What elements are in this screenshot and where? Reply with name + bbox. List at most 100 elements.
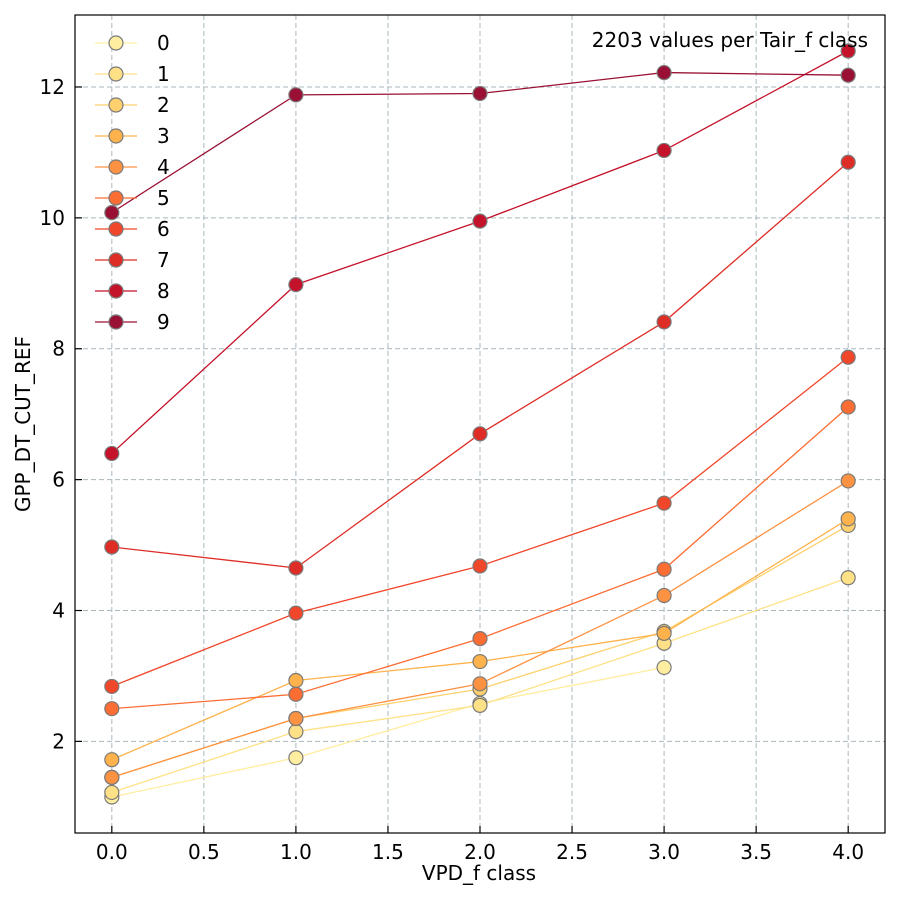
data-point [656,142,672,159]
series-6 [104,349,856,695]
legend-label: 2 [157,93,170,117]
legend-label: 8 [157,279,170,303]
series-4 [104,473,856,785]
data-point [656,659,672,676]
x-tick-label: 3.5 [740,840,772,864]
data-point [104,752,120,768]
data-point [840,570,856,586]
series-8 [104,43,856,462]
legend-marker [108,159,124,175]
series-layer [104,43,856,805]
legend-label: 4 [157,155,170,179]
legend-item: 7 [95,248,170,272]
data-point [288,605,304,621]
legend-marker [108,35,124,51]
legend-item: 8 [95,279,170,303]
data-point [840,154,856,170]
legend-item: 3 [95,124,170,148]
data-point [472,558,488,574]
data-point [288,277,304,293]
legend-item: 6 [95,217,170,241]
data-point [840,399,856,415]
data-point [656,587,672,604]
x-tick-label: 3.0 [648,840,680,864]
series-line [111,666,665,798]
series-1 [104,570,856,801]
legend-marker [108,66,124,82]
x-tick-label: 0.0 [96,840,128,864]
data-point [288,723,304,740]
x-tick-label: 2.5 [556,840,588,864]
x-tick-label: 4.0 [832,840,864,864]
legend-marker [108,221,124,237]
legend-label: 6 [157,217,170,241]
x-tick-label: 1.0 [280,840,312,864]
legend-item: 5 [95,186,170,210]
data-point [104,678,120,695]
y-tick-label: 8 [52,337,65,361]
data-point [288,672,304,689]
data-point [656,625,672,642]
legend-label: 9 [157,310,170,334]
axis-ticks: 0.0 0.5 1.0 1.5 2.0 2.5 3.0 3.5 4.0 2 4 6 8 10 12 [40,75,865,864]
data-point [472,213,488,229]
data-point [472,631,488,647]
legend-label: 3 [157,124,170,148]
data-point [104,769,120,785]
y-tick-label: 10 [40,206,65,230]
data-point [104,539,120,555]
series-3 [104,511,856,768]
legend-item: 0 [95,31,170,55]
data-point [472,697,488,713]
legend-item: 9 [95,310,170,334]
data-point [840,511,856,527]
legend-marker [108,252,124,268]
legend-label: 1 [157,62,170,86]
data-point [472,676,488,692]
data-point [104,784,120,801]
series-9 [104,64,856,221]
x-tick-label: 2.0 [464,840,496,864]
data-point [288,560,304,576]
data-point [656,64,672,81]
legend-item: 4 [95,155,170,179]
data-point [104,701,120,717]
legend-marker [108,190,124,206]
y-tick-label: 12 [40,75,65,99]
x-tick-label: 1.5 [372,840,404,864]
data-point [288,710,304,727]
data-point [840,473,856,489]
legend-label: 0 [157,31,170,55]
legend-label: 7 [157,248,170,272]
data-point [288,750,304,766]
y-tick-label: 2 [52,729,65,753]
series-5 [104,399,856,717]
legend-item: 1 [95,62,170,86]
data-point [104,205,120,221]
data-point [472,653,488,670]
data-point [840,349,856,365]
legend-item: 2 [95,93,170,117]
data-point [472,426,488,442]
data-point [472,85,488,102]
data-point [840,43,856,59]
data-point [288,686,304,702]
legend-label: 5 [157,186,170,210]
legend: 0 1 2 3 4 5 6 7 8 9 [95,31,170,334]
data-point [288,87,304,103]
data-point [656,495,672,511]
series-7 [104,154,856,576]
y-axis-label: GPP_DT_CUT_REF [11,336,35,512]
x-tick-label: 0.5 [188,840,220,864]
legend-marker [108,283,124,299]
legend-marker [108,97,124,113]
legend-marker [108,128,124,144]
y-tick-label: 4 [52,599,65,623]
y-tick-label: 6 [52,468,65,492]
data-point [656,561,672,577]
legend-marker [108,314,124,330]
annotation-text: 2203 values per Tair_f class [592,28,868,52]
x-axis-label: VPD_f class [422,861,536,885]
